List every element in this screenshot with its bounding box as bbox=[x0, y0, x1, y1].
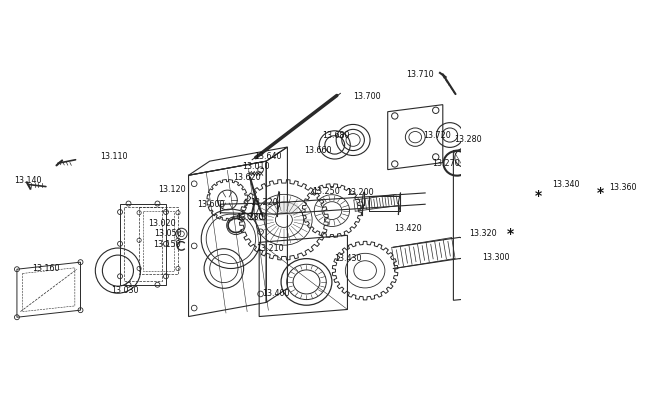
Text: *: * bbox=[506, 227, 514, 241]
Text: 13.270: 13.270 bbox=[432, 159, 460, 168]
Text: 13.280: 13.280 bbox=[454, 136, 481, 144]
Text: 13.250: 13.250 bbox=[312, 187, 340, 196]
Text: 13.010: 13.010 bbox=[242, 162, 270, 170]
Text: 13.050: 13.050 bbox=[154, 230, 182, 238]
Text: 13.200: 13.200 bbox=[346, 188, 374, 198]
Text: 13.160: 13.160 bbox=[32, 264, 60, 273]
Text: 13.680: 13.680 bbox=[322, 130, 349, 140]
Text: 13.600: 13.600 bbox=[197, 200, 224, 210]
Text: 13.700: 13.700 bbox=[353, 92, 380, 101]
Text: 13.120: 13.120 bbox=[158, 185, 186, 194]
Text: 13.110: 13.110 bbox=[101, 152, 128, 161]
Bar bbox=[368, 196, 400, 210]
Text: 13.620: 13.620 bbox=[233, 173, 261, 182]
Text: 13.420: 13.420 bbox=[394, 224, 421, 233]
Text: 13.020: 13.020 bbox=[148, 219, 176, 228]
Bar bbox=[139, 207, 178, 274]
Text: 13.300: 13.300 bbox=[482, 254, 510, 262]
Text: 13.640: 13.640 bbox=[255, 152, 282, 161]
Bar bbox=[143, 210, 174, 271]
Text: 13.360: 13.360 bbox=[609, 183, 637, 192]
Text: 13.660: 13.660 bbox=[304, 146, 331, 155]
Bar bbox=[120, 204, 166, 285]
Text: *: * bbox=[597, 186, 604, 200]
Text: 13.150: 13.150 bbox=[154, 240, 181, 249]
Text: 13.210: 13.210 bbox=[256, 244, 284, 252]
Text: 13.030: 13.030 bbox=[111, 286, 139, 295]
Bar bbox=[124, 207, 162, 281]
Text: 13.220: 13.220 bbox=[250, 198, 278, 207]
Text: 13.400: 13.400 bbox=[262, 289, 289, 298]
Text: 13.710: 13.710 bbox=[406, 70, 434, 79]
Text: 13.140: 13.140 bbox=[14, 176, 42, 185]
Text: *: * bbox=[534, 190, 542, 204]
Text: 13.340: 13.340 bbox=[553, 180, 580, 189]
Text: 13.720: 13.720 bbox=[423, 130, 451, 140]
Text: 13.430: 13.430 bbox=[334, 254, 361, 263]
Text: 13.230: 13.230 bbox=[236, 213, 264, 222]
Text: 13.320: 13.320 bbox=[469, 230, 497, 238]
